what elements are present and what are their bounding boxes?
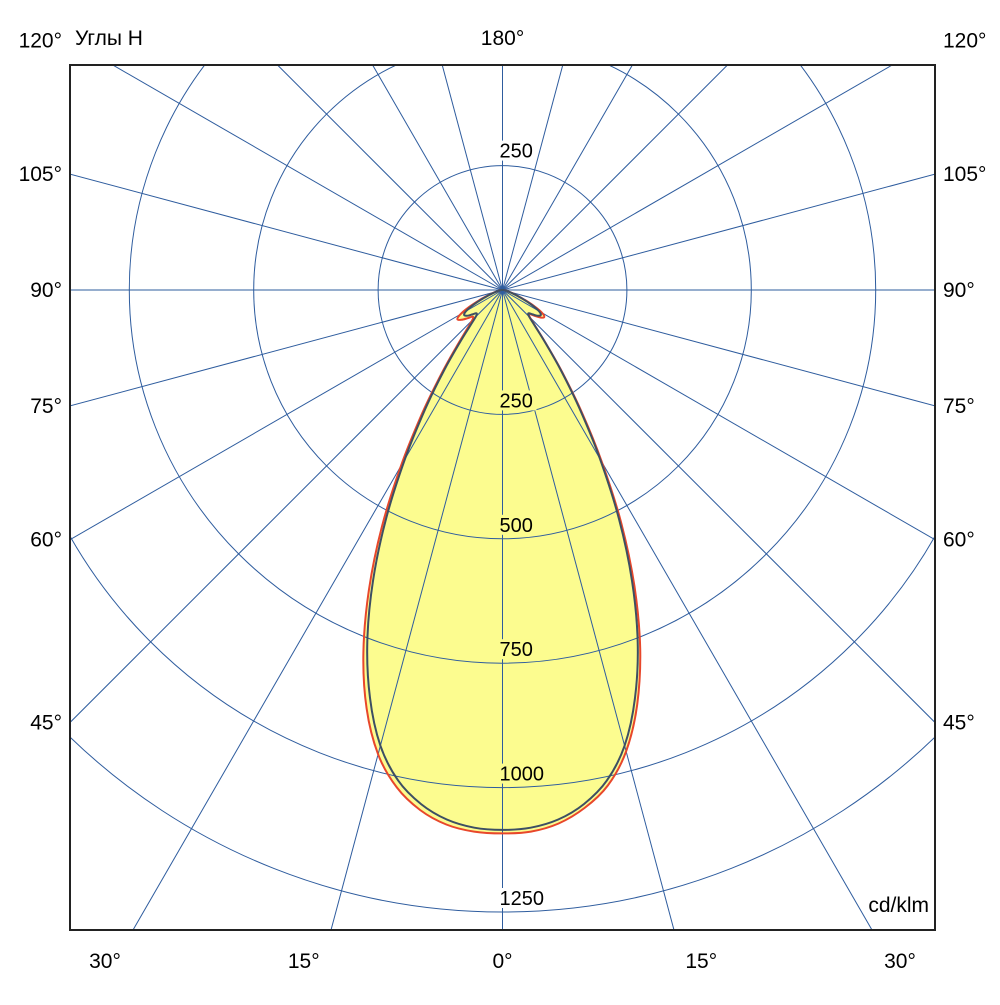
angle-label-left: 120°	[19, 29, 62, 52]
angle-label-bottom: 30°	[89, 950, 121, 973]
angle-label-right: 90°	[943, 279, 975, 302]
angle-label-left: 105°	[19, 163, 62, 186]
angle-label-left: 45°	[30, 712, 62, 735]
angle-label-right: 105°	[943, 163, 986, 186]
angle-label-left: 60°	[30, 529, 62, 552]
radial-tick-label: 750	[500, 639, 533, 661]
angle-label-right: 120°	[943, 29, 986, 52]
angle-label-bottom: 30°	[884, 950, 916, 973]
angle-label-bottom: 15°	[685, 950, 717, 973]
radial-tick-label-upper: 250	[500, 141, 533, 163]
top-angle-label: 180°	[481, 27, 524, 50]
units-label: cd/klm	[868, 894, 929, 917]
angle-label-bottom: 15°	[288, 950, 320, 973]
angle-label-right: 45°	[943, 712, 975, 735]
angle-label-bottom: 0°	[492, 950, 512, 973]
angle-label-left: 90°	[30, 279, 62, 302]
chart-title: Углы H	[75, 27, 143, 50]
radial-tick-label: 1000	[500, 764, 545, 786]
radial-tick-label: 500	[500, 515, 533, 537]
angle-label-left: 75°	[30, 395, 62, 418]
angle-label-right: 75°	[943, 395, 975, 418]
radial-tick-label: 1250	[500, 888, 545, 910]
angle-label-right: 60°	[943, 529, 975, 552]
radial-tick-label: 250	[500, 390, 533, 412]
